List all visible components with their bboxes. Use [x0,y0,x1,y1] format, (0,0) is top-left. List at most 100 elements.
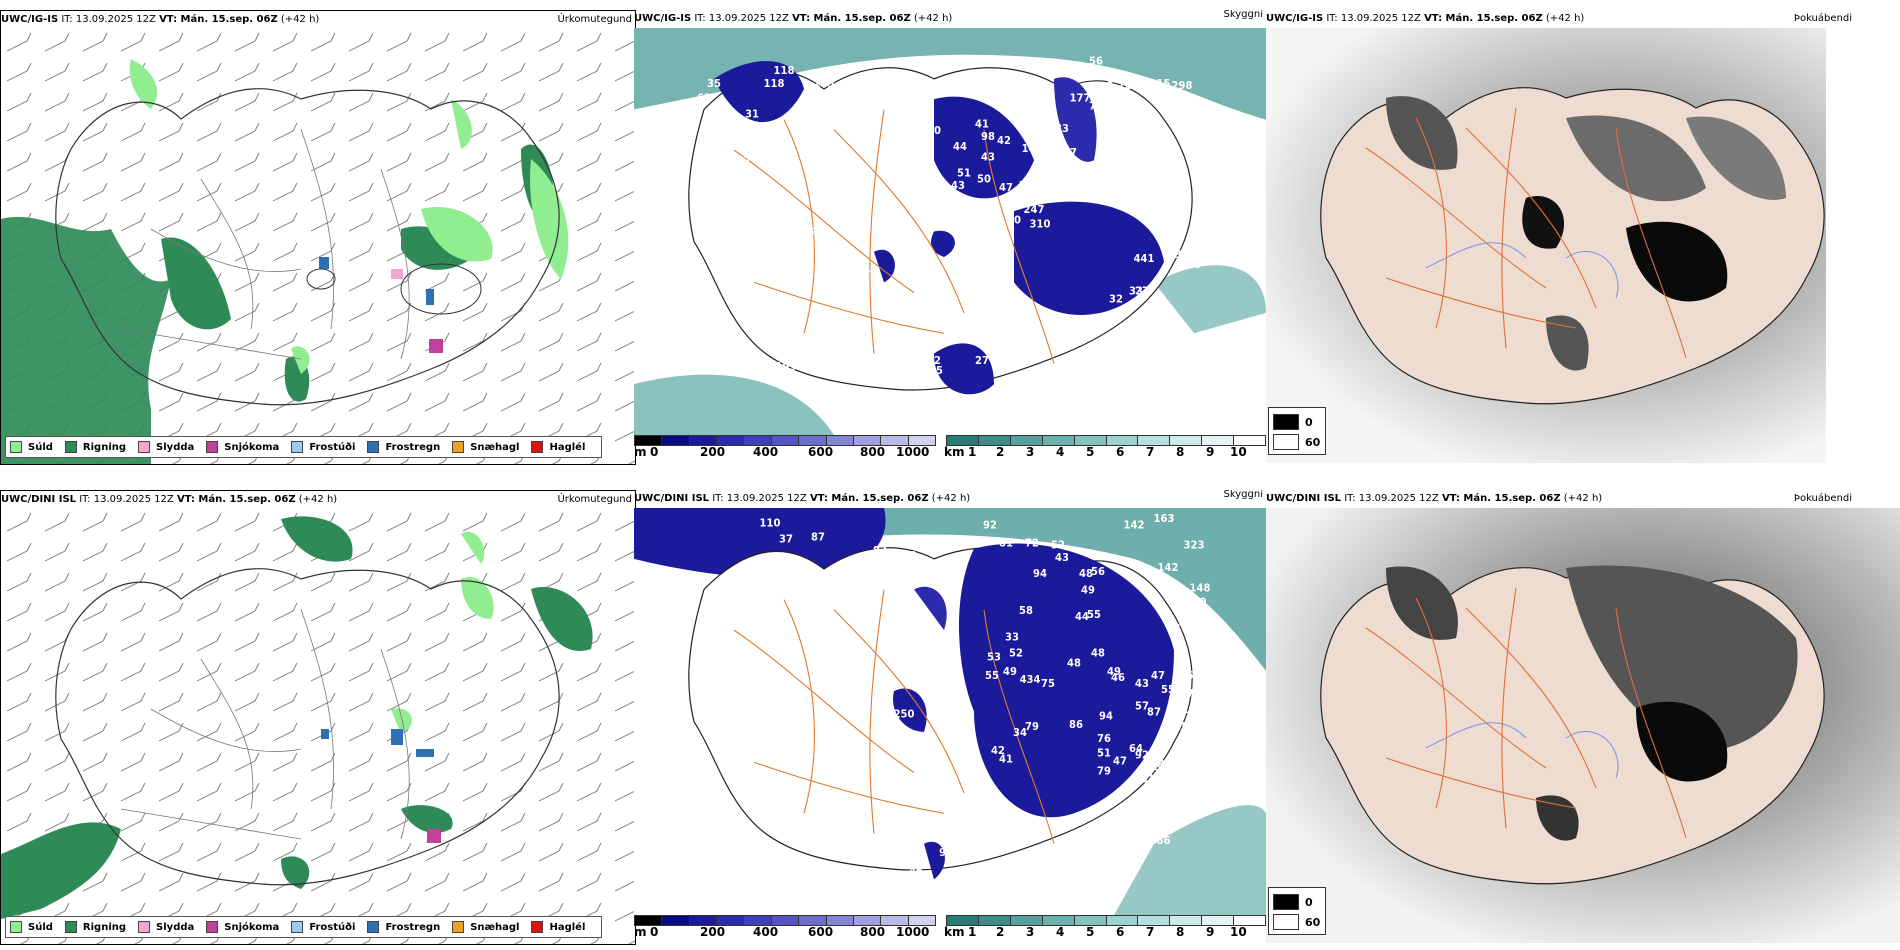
fog-map [1266,508,1900,943]
visibility-value-label: 32 [1173,185,1187,196]
visibility-km-colorbar [946,435,1266,446]
visibility-value-label: 49 [1003,667,1017,678]
visibility-value-label: 55 [985,671,999,682]
visibility-value-label: 42 [1141,164,1155,175]
legend-swatch [291,441,304,453]
visibility-value-label: 247 [1024,205,1045,216]
vt-label: VT: Mán. 15.sep. 06Z [176,494,296,505]
visibility-value-label: 45 [791,592,805,603]
visibility-value-label: 298 [1172,81,1193,92]
visibility-value-label: 89 [903,551,917,562]
visibility-value-label: 95 [1005,199,1019,210]
visibility-map: 110 37 87 87 89 42 45 157 92 81 72 52 142 163 323 43 48 5… [634,508,1266,915]
vt-label: VT: Mán. 15.sep. 06Z [809,493,929,504]
it-label: IT: [712,493,724,504]
forecast-offset: (+42 h) [913,13,953,24]
visibility-km-colorbar [946,915,1266,926]
precip-type-legend: Súld Rigning Slydda Snjókoma Frostúði Fr… [5,916,603,938]
visibility-value-label: 72 [1025,539,1039,550]
fog-max-swatch [1273,434,1299,450]
visibility-value-label: 106 [1090,83,1111,94]
it-time: 13.09.2025 12Z [1358,493,1439,504]
visibility-value-label: 53 [987,653,1001,664]
visibility-value-label: 47 [999,183,1013,194]
visibility-value-label: 46 [885,409,899,420]
visibility-value-label: 44 [953,142,967,153]
visibility-value-label: 886 [1150,836,1171,847]
visibility-value-label: 40 [1007,215,1021,226]
visibility-value-label: 87 [1025,197,1039,208]
visibility-value-label: 120 [1186,598,1207,609]
panel-header: UWC/IG-IS IT: 13.09.2025 12Z VT: Mán. 15… [1266,10,1900,28]
legend-item-rigning: Rigning [64,441,126,453]
it-time: 13.09.2025 12Z [1340,13,1421,24]
visibility-value-label: 98 [981,132,995,143]
visibility-value-label: 70 [1135,171,1149,182]
fog-map [1266,28,1900,463]
visibility-value-label: 33 [1129,287,1143,298]
visibility-value-label: 41 [857,264,871,275]
visibility-value-label: 79 [1187,689,1201,700]
visibility-value-label: 79 [1025,722,1039,733]
visibility-value-label: 28 [937,887,951,898]
visibility-value-label: 41 [999,754,1013,765]
fog-legend: 0 60 [1268,407,1326,455]
visibility-value-label: 39 [963,748,977,759]
visibility-value-label: 69 [727,705,741,716]
visibility-value-label: 67 [755,185,769,196]
visibility-value-label: 39 [927,266,941,277]
model-name: UWC/DINI ISL [634,493,710,504]
visibility-value-label: 441 [1134,254,1155,265]
precip-type-legend: Súld Rigning Slydda Snjókoma Frostúði Fr… [5,436,603,458]
km-unit-label: km [944,925,965,939]
visibility-value-label: 23 [795,356,809,367]
visibility-value-label: 77 [1177,712,1191,723]
visibility-scale: m 0 200 400 600 800 1000 km 1 2 3 4 5 6 … [634,915,1266,943]
visibility-value-label: 82 [845,258,859,269]
visibility-value-label: 149 [1022,144,1043,155]
visibility-value-label: 43 [1135,679,1149,690]
model-name: UWC/IG-IS [634,13,692,24]
visibility-value-label: 76 [1089,101,1103,112]
panel-header: UWC/IG-IS IT: 13.09.2025 12Z VT: Mán. 15… [1,11,635,29]
legend-swatch [206,921,219,933]
visibility-value-label: 43 [1055,553,1069,564]
visibility-value-label: 90 [1195,699,1209,710]
panel-precip-type-dini: UWC/DINI ISL IT: 13.09.2025 12Z VT: Mán.… [0,490,636,945]
product-name: Úrkomutegund [557,14,632,25]
legend-item-snjokoma: Snjókoma [206,921,279,933]
visibility-value-label: 87 [1147,708,1161,719]
visibility-m-colorbar [634,435,936,446]
forecast-offset: (+42 h) [298,494,338,505]
legend-swatch [531,441,544,453]
fog-min-swatch [1273,894,1299,910]
legend-item-snjokoma: Snjókoma [206,441,279,453]
visibility-value-label: 144 [1180,722,1201,733]
visibility-value-label: 76 [1097,734,1111,745]
visibility-value-label: 43 [981,152,995,163]
it-label: IT: [61,14,73,25]
visibility-value-label: 92 [983,520,997,531]
it-label: IT: [694,13,706,24]
visibility-value-label: 27 [1135,287,1149,298]
visibility-scale: m 0 200 400 600 800 1000 km 1 2 3 4 5 6 … [634,435,1266,463]
visibility-value-label: 92 [1135,750,1149,761]
km-unit-label: km [944,445,965,459]
visibility-value-label: 48 [1079,569,1093,580]
legend-swatch [452,441,465,453]
visibility-value-label: 38 [965,276,979,287]
legend-item-haglel: Haglél [531,921,585,933]
it-time: 13.09.2025 12Z [93,494,174,505]
legend-item-slydda: Slydda [138,921,194,933]
model-name: UWC/DINI ISL [1266,493,1342,504]
visibility-value-label: 193 [776,362,797,373]
visibility-value-label: 46 [1187,260,1201,271]
visibility-value-label: 46 [1111,673,1125,684]
visibility-value-label: 32 [1109,295,1123,306]
visibility-value-label: 226 [1118,81,1139,92]
visibility-value-label: 99 [939,848,953,859]
visibility-value-label: 52 [1009,648,1023,659]
legend-swatch [10,441,22,453]
visibility-value-label: 47 [1151,671,1165,682]
visibility-value-label: 38 [1175,250,1189,261]
